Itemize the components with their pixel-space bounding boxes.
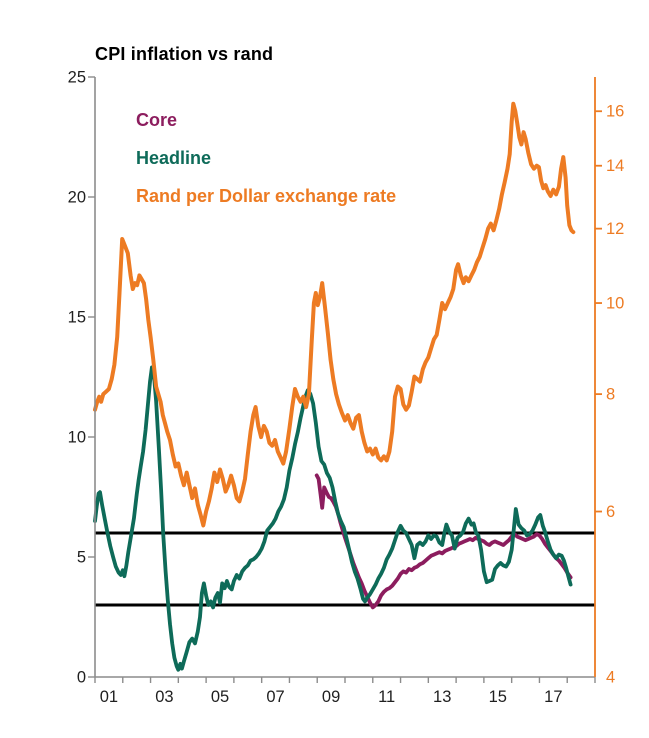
left-axis-tick-label: 15 [68, 309, 86, 327]
left-axis-tick-label: 0 [77, 669, 86, 687]
right-axis-tick-label: 6 [606, 503, 615, 521]
x-axis-tick-label: 15 [489, 688, 507, 706]
legend: Core Headline Rand per Dollar exchange r… [136, 101, 396, 215]
x-axis-tick-label: 17 [544, 688, 562, 706]
right-axis-tick-label: 12 [606, 220, 624, 238]
right-axis-tick-label: 16 [606, 103, 624, 121]
left-axis-tick-label: 20 [68, 189, 86, 207]
chart-title: CPI inflation vs rand [95, 44, 274, 64]
x-axis-tick-label: 07 [266, 688, 284, 706]
right-axis-tick-label: 10 [606, 295, 624, 313]
legend-item-rand: Rand per Dollar exchange rate [136, 186, 397, 206]
x-axis-tick-label: 03 [155, 688, 173, 706]
left-axis-tick-label: 25 [68, 69, 86, 87]
x-axis-tick-label: 09 [322, 688, 340, 706]
legend-item-headline: Headline [136, 148, 212, 168]
right-axis-tick-label: 8 [606, 386, 615, 404]
series-headline-line [93, 365, 573, 672]
right-axis-tick-label: 14 [606, 157, 624, 175]
legend-item-core: Core [136, 110, 178, 130]
right-axis-tick-label: 4 [606, 669, 615, 687]
series-rand-line [93, 101, 576, 528]
left-axis-tick-label: 5 [77, 549, 86, 567]
x-axis-tick-label: 13 [433, 688, 451, 706]
x-axis-tick-label: 05 [211, 688, 229, 706]
x-axis-tick-label: 11 [378, 688, 395, 706]
left-axis-tick-label: 10 [68, 429, 86, 447]
x-axis-tick-label: 01 [100, 688, 118, 706]
